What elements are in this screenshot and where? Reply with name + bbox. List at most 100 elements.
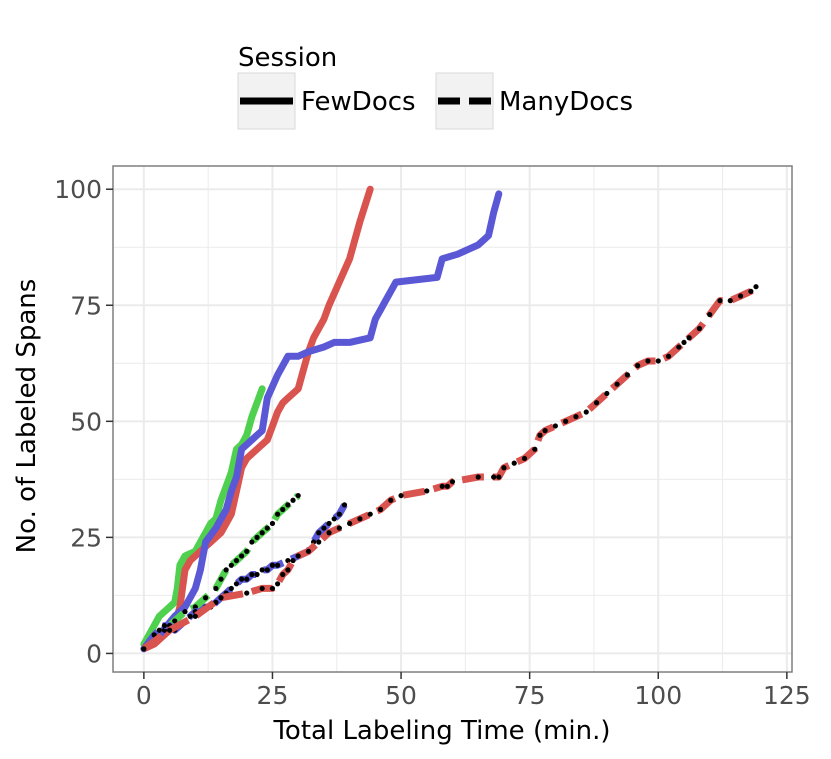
data-point — [542, 428, 548, 434]
data-point — [753, 284, 759, 290]
data-point — [290, 497, 296, 503]
series-layer — [140, 185, 759, 653]
data-point — [537, 432, 543, 438]
data-point — [676, 344, 682, 350]
x-tick-label: 125 — [763, 681, 811, 710]
data-point — [491, 474, 497, 480]
data-point — [563, 418, 569, 424]
data-point — [624, 372, 630, 378]
data-point — [737, 293, 744, 299]
data-point — [280, 506, 286, 513]
data-point — [398, 492, 404, 499]
data-point — [295, 492, 301, 499]
grid-major — [113, 166, 792, 672]
data-point — [269, 562, 276, 568]
y-axis: 0 25 50 75 100 — [54, 175, 113, 668]
data-point — [377, 506, 384, 513]
data-point — [367, 511, 373, 517]
data-point — [496, 474, 502, 480]
data-point — [233, 581, 240, 587]
data-point — [614, 381, 620, 387]
x-axis-title: Total Labeling Time (min.) — [272, 716, 610, 746]
data-point — [228, 585, 234, 592]
data-point — [259, 530, 265, 536]
x-tick-label: 100 — [634, 681, 682, 710]
data-point — [249, 571, 255, 578]
y-tick-label: 75 — [70, 291, 102, 320]
data-point — [280, 571, 286, 578]
legend-label: ManyDocs — [499, 87, 633, 117]
data-point — [213, 585, 219, 592]
data-point — [521, 455, 528, 462]
data-point — [321, 525, 327, 531]
data-point — [202, 595, 209, 601]
data-point — [285, 502, 291, 508]
series-fewdocs-0 — [140, 385, 266, 648]
data-point — [511, 460, 517, 466]
data-point — [259, 567, 265, 573]
data-point — [141, 646, 147, 652]
y-tick-label: 0 — [86, 639, 102, 668]
data-point — [748, 288, 754, 294]
data-point — [424, 488, 430, 494]
legend-entry-manydocs: ManyDocs — [435, 72, 633, 130]
y-axis-title: No. of Labeled Spans — [12, 279, 42, 554]
data-point — [331, 516, 337, 522]
data-point — [681, 339, 687, 346]
data-point — [238, 576, 245, 582]
data-point — [218, 595, 224, 601]
data-point — [269, 520, 276, 527]
data-point — [336, 525, 342, 531]
data-point — [254, 571, 260, 578]
y-tick-label: 25 — [70, 523, 102, 552]
data-point — [532, 446, 538, 452]
data-point — [357, 516, 363, 522]
data-point — [707, 311, 713, 318]
series-line — [140, 185, 374, 653]
data-point — [187, 613, 193, 619]
data-point — [336, 511, 342, 517]
x-tick-label: 0 — [136, 681, 152, 710]
series-manydocs-5 — [141, 284, 759, 652]
data-point — [305, 548, 312, 554]
data-point — [156, 627, 162, 633]
data-point — [285, 557, 291, 564]
data-point — [275, 581, 281, 587]
data-point — [341, 502, 348, 508]
data-point — [326, 520, 332, 527]
panel-background — [113, 166, 792, 672]
x-tick-label: 25 — [257, 681, 289, 710]
data-point — [583, 409, 589, 415]
data-point — [449, 479, 456, 485]
x-axis: 0 25 50 75 100 125 — [136, 672, 811, 710]
data-point — [244, 590, 250, 596]
data-point — [244, 576, 250, 582]
data-point — [347, 520, 353, 527]
data-point — [228, 562, 234, 568]
panel-border — [112, 165, 793, 673]
series-fewdocs-1 — [140, 185, 374, 653]
legend-items: FewDocs ManyDocs — [237, 72, 633, 130]
y-tick-label: 50 — [70, 407, 102, 436]
data-point — [717, 298, 723, 304]
series-manydocs-3 — [141, 492, 301, 652]
data-point — [285, 567, 291, 573]
data-point — [727, 298, 733, 304]
data-point — [254, 534, 260, 540]
data-point — [182, 609, 188, 615]
data-point — [264, 525, 270, 531]
data-point — [686, 335, 692, 341]
data-point — [264, 567, 270, 573]
legend-label: FewDocs — [301, 87, 416, 117]
data-point — [444, 483, 450, 489]
series-fewdocs-2 — [140, 190, 503, 653]
data-point — [635, 363, 641, 369]
data-point — [275, 511, 281, 517]
data-point — [316, 530, 322, 536]
data-point — [161, 622, 168, 629]
data-point — [593, 400, 600, 406]
x-tick-label: 75 — [514, 681, 546, 710]
legend-title: Session — [238, 43, 337, 73]
